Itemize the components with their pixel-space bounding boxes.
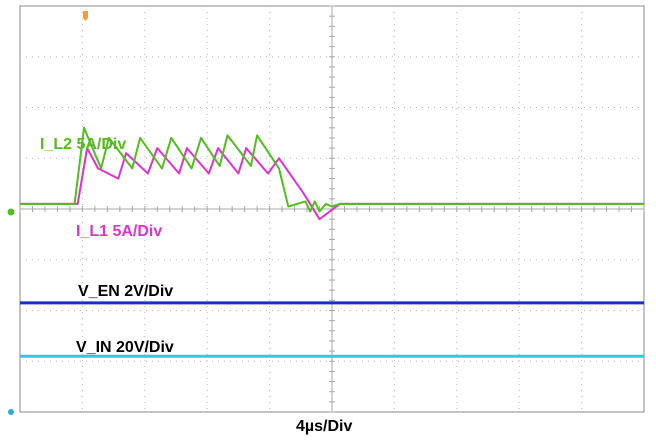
channel-ref-marker (7, 208, 15, 216)
channel-markers (7, 11, 88, 415)
trigger-marker (83, 11, 88, 21)
series-label-i-l1: I_L1 5A/Div (76, 223, 163, 240)
plot-traces (20, 126, 644, 358)
series-label-i-l2: I_L2 5A/Div (40, 136, 127, 153)
channel-ref-marker (8, 409, 14, 415)
trace-i-l2-5a-div (20, 126, 644, 213)
series-label-v-in: V_IN 20V/Div (76, 339, 174, 356)
series-label-v-en: V_EN 2V/Div (78, 283, 174, 300)
trace-i-l1-5a-div (20, 147, 644, 221)
timebase-label: 4µs/Div (296, 418, 353, 435)
